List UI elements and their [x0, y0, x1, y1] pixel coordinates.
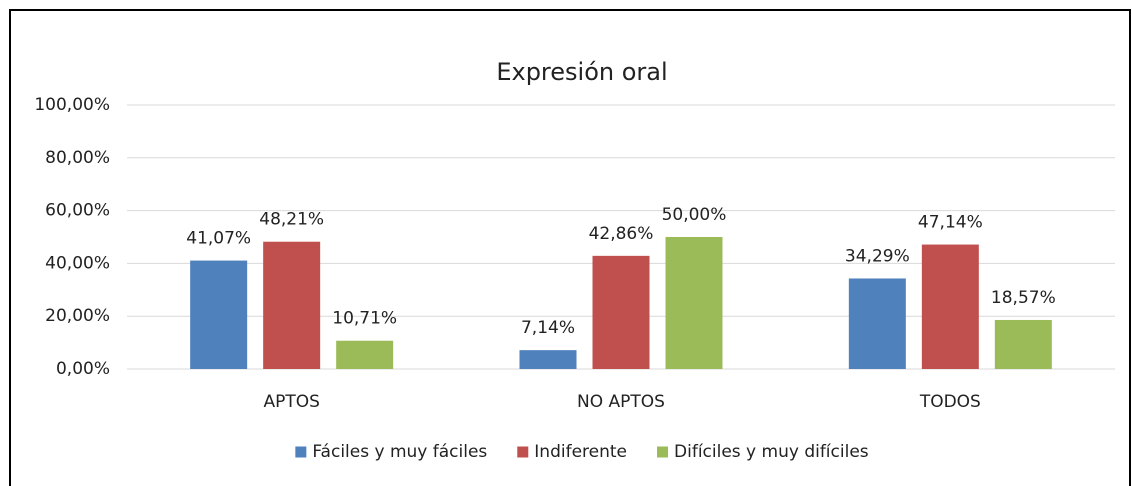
- bar: [994, 319, 1052, 369]
- x-tick-label: NO APTOS: [577, 392, 665, 412]
- legend-label: Indiferente: [534, 442, 627, 462]
- legend-label: Fáciles y muy fáciles: [312, 442, 487, 462]
- data-label: 42,86%: [589, 224, 654, 244]
- legend-marker: [517, 446, 529, 458]
- bar: [848, 278, 906, 369]
- y-tick-label: 0,00%: [56, 359, 110, 379]
- bar: [665, 237, 723, 369]
- data-label: 34,29%: [845, 246, 910, 266]
- legend-marker: [295, 446, 307, 458]
- bar: [336, 340, 394, 369]
- y-tick-label: 20,00%: [45, 306, 110, 326]
- data-label: 41,07%: [186, 229, 251, 249]
- data-label: 47,14%: [918, 213, 983, 233]
- data-label: 7,14%: [521, 318, 575, 338]
- data-label: 50,00%: [662, 205, 727, 225]
- bar: [263, 241, 321, 369]
- data-label: 10,71%: [332, 309, 397, 329]
- bar: [190, 260, 248, 369]
- data-label: 48,21%: [259, 210, 324, 230]
- data-label: 18,57%: [991, 288, 1056, 308]
- y-tick-label: 40,00%: [45, 253, 110, 273]
- y-tick-label: 80,00%: [45, 148, 110, 168]
- y-tick-label: 100,00%: [34, 95, 110, 115]
- legend-marker: [657, 446, 669, 458]
- bar: [519, 350, 577, 369]
- x-tick-label: APTOS: [263, 392, 319, 412]
- bar: [592, 255, 650, 369]
- chart-title: Expresión oral: [496, 58, 667, 86]
- y-tick-label: 60,00%: [45, 201, 110, 221]
- legend-label: Difíciles y muy difíciles: [674, 442, 869, 462]
- bar: [921, 244, 979, 369]
- x-tick-label: TODOS: [919, 392, 981, 412]
